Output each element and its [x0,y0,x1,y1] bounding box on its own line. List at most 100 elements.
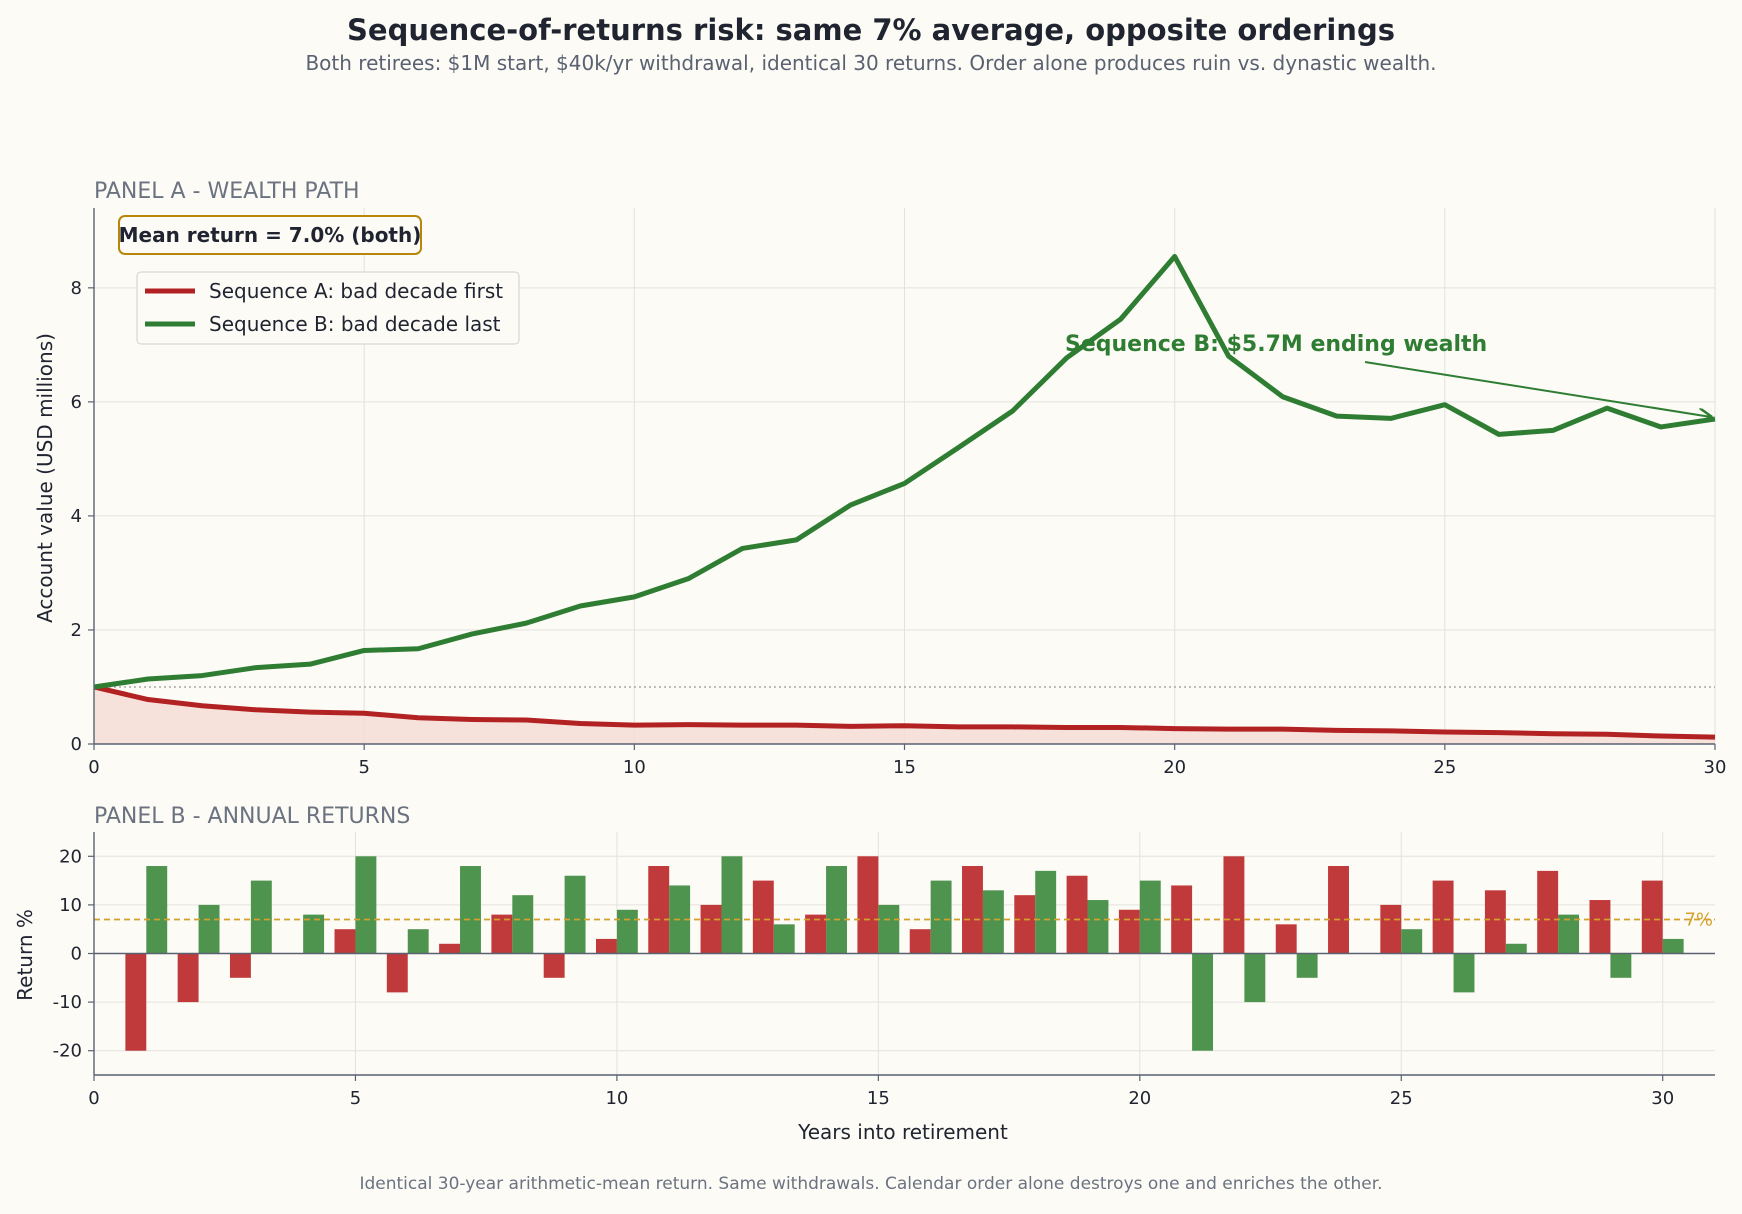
panel-a-x-tick-label: 0 [88,757,99,778]
sequence-a-bar [909,929,931,954]
sequence-a-bar [543,953,565,978]
sequence-a-bar [1171,885,1193,954]
annotation-arrow [1364,361,1711,417]
panel-b-y-tick-label: -20 [53,1041,82,1062]
panel-b-x-tick-label: 20 [1128,1088,1151,1109]
sequence-b-bar [826,866,847,954]
panel-b-ylabel: Return % [13,909,37,1001]
panel-a-title: PANEL A - WEALTH PATH [94,179,360,204]
sequence-a-bar [1432,880,1454,954]
sequence-b-line [93,253,1716,690]
sequence-a-bar [334,929,356,954]
panel-b-y-tick-label: 20 [59,846,82,867]
sequence-b-bar [930,880,952,954]
sequence-b-bar [1087,900,1109,954]
panel-a-x-tick-label: 10 [623,757,646,778]
sequence-a-bar [1223,856,1245,954]
sequence-a-bar [857,856,879,954]
panel-b-x-tick-label: 30 [1651,1088,1674,1109]
sequence-b-bar [1505,943,1527,954]
sequence-a-bar [1328,866,1349,954]
panel-b-bars [125,856,1684,1051]
sequence-a-bar [595,938,617,954]
panel-a-y-tick-label: 6 [71,392,82,413]
chart-title: Sequence-of-returns risk: same 7% averag… [347,13,1395,47]
panel-a-y-tick-label: 0 [71,734,82,755]
sequence-a-bar [439,943,461,954]
panel-a-x-tick-label: 15 [893,757,916,778]
sequence-b-bar [407,929,429,954]
panel-a-ylabel: Account value (USD millions) [33,333,57,623]
footer-caption: Identical 30-year arithmetic-mean return… [359,1174,1382,1194]
panel-b-mean-label: 7% [1684,909,1713,930]
sequence-a-bar [962,866,983,954]
panel-b-y-tick-label: 10 [59,895,82,916]
sequence-b-bar [1662,938,1684,954]
sequence-a-bar [125,953,147,1051]
sequence-a-bar [648,866,670,954]
sequence-a-bar [752,880,774,954]
sequence-a-bar [229,953,251,978]
panel-a-y-tick-label: 8 [71,278,82,299]
sequence-b-bar [982,890,1004,954]
sequence-a-bar [1589,900,1611,954]
sequence-a-bar [1014,895,1036,954]
sequence-b-bar [1192,953,1214,1051]
sequence-b-bar [146,866,168,954]
sequence-b-bar [1453,953,1475,993]
sequence-b-bar [198,904,220,954]
sequence-b-bar [616,909,638,954]
panel-a-x-tick-label: 20 [1163,757,1186,778]
sequence-b-bar [1296,953,1318,978]
annotation-text: Sequence B: $5.7M ending wealth [1065,332,1487,357]
panel-a-legend: Sequence A: bad decade first Sequence B:… [136,271,520,345]
panel-a-y-tick-label: 2 [71,620,82,641]
mean-return-badge-text: Mean return = 7.0% (both) [119,223,422,247]
sequence-a-bar [805,914,827,954]
sequence-b-bar [1401,929,1423,954]
sequence-b-bar [512,895,534,954]
sequence-b-bar [1558,914,1580,954]
panel-b-x-tick-label: 5 [350,1088,361,1109]
panel-a-axes: 0 5 10 15 20 25 30 0 2 4 6 8 [71,208,1727,778]
sequence-b-bar [1035,870,1057,954]
panel-b-x-tick-label: 0 [88,1088,99,1109]
legend-box [136,271,520,345]
panel-b-x-tick-label: 15 [867,1088,890,1109]
sequence-b-bar [250,880,272,954]
panel-b-x-tick-label: 25 [1390,1088,1413,1109]
panel-b-y-tick-label: -10 [53,992,82,1013]
sequence-b-bar [1139,880,1161,954]
panel-b-x-tick-label: 10 [605,1088,628,1109]
sequence-b-bar [721,856,743,954]
panel-a-x-tick-label: 5 [358,757,369,778]
panel-a-x-tick-label: 30 [1704,757,1727,778]
sequence-b-bar [773,924,795,954]
sequence-a-bar [1380,904,1402,954]
mean-return-badge [118,215,422,255]
sequence-a-bar [700,904,722,954]
sequence-b-bar [1244,953,1266,1003]
legend-label-sequence-a: Sequence A: bad decade first [209,279,503,303]
sequence-a-bar [1066,875,1088,954]
panel-a-x-tick-label: 25 [1433,757,1456,778]
chart-subtitle: Both retirees: $1M start, $40k/yr withdr… [305,51,1436,75]
sequence-a-bar [177,953,199,1003]
sequence-a-bar [1641,880,1663,954]
panel-b-y-tick-label: 0 [71,944,82,965]
sequence-b-bar [1610,953,1632,978]
sequence-b-bar [303,914,325,954]
panel-b-xlabel: Years into retirement [797,1120,1008,1144]
sequence-b-bar [564,875,586,954]
sequence-a-bar [491,914,513,954]
sequence-b-bar [355,856,377,954]
sequence-b-bar [460,866,481,954]
panel-a-y-tick-label: 4 [71,506,82,527]
sequence-a-line [93,684,1716,740]
sequence-a-bar [1484,890,1506,954]
sequence-a-bar [1118,909,1140,954]
sequence-a-bar [386,953,408,993]
panel-b-title: PANEL B - ANNUAL RETURNS [94,804,410,829]
